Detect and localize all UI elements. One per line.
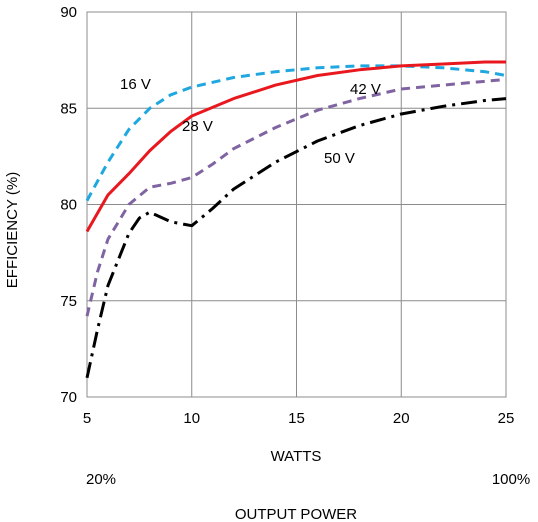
x-tick-label: 25 (498, 410, 515, 427)
series-group (85, 60, 507, 379)
x-tick-label: 20 (393, 410, 410, 427)
series-line-16v (85, 64, 507, 202)
output-power-min-label: 20% (86, 471, 116, 488)
series-line-50v (85, 97, 507, 379)
output-power-title: OUTPUT POWER (235, 506, 357, 522)
y-tick-label: 80 (60, 197, 77, 214)
grid (86, 11, 507, 398)
y-tick-label: 75 (60, 293, 77, 310)
y-tick-label: 90 (60, 4, 77, 21)
series-labels: 16 V 28 V 42 V 50 V (120, 76, 381, 167)
x-tick-label: 15 (288, 410, 305, 427)
series-line-42v (85, 77, 507, 317)
series-label-16v: 16 V (120, 76, 151, 93)
output-power-max-label: 100% (492, 471, 530, 488)
series-label-42v: 42 V (350, 81, 381, 98)
plot-area (86, 11, 507, 398)
tick-labels: 70 75 80 85 90 5 10 15 20 25 (60, 4, 514, 427)
series-label-50v: 50 V (324, 150, 355, 167)
x-axis-title: WATTS (271, 448, 322, 465)
y-tick-label: 70 (60, 389, 77, 406)
series-line-28v (85, 60, 506, 233)
series-label-28v: 28 V (182, 118, 213, 135)
y-axis-title: EFFICIENCY (%) (4, 172, 21, 288)
y-tick-label: 85 (60, 100, 77, 117)
x-tick-label: 10 (183, 410, 200, 427)
x-tick-label: 5 (83, 410, 91, 427)
